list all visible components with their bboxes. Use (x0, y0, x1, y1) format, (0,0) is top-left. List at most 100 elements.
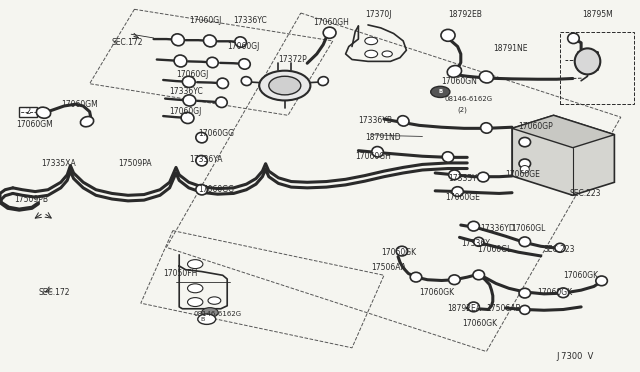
Ellipse shape (596, 276, 607, 286)
Ellipse shape (174, 55, 187, 67)
Ellipse shape (196, 155, 207, 166)
Ellipse shape (207, 57, 218, 68)
Text: 08146-6162G: 08146-6162G (194, 311, 242, 317)
Text: 17509PA: 17509PA (118, 159, 152, 168)
Text: 17060GM: 17060GM (61, 100, 97, 109)
Ellipse shape (196, 185, 207, 195)
Bar (560, 32, 634, 104)
Ellipse shape (217, 78, 228, 89)
Text: 08146-6162G: 08146-6162G (445, 96, 493, 102)
Circle shape (269, 76, 301, 95)
Text: 17060GJ: 17060GJ (176, 70, 209, 79)
Polygon shape (512, 115, 614, 148)
Text: 17050FH: 17050FH (163, 269, 198, 278)
Circle shape (365, 37, 378, 45)
Circle shape (259, 71, 310, 100)
Ellipse shape (239, 59, 250, 69)
Ellipse shape (441, 29, 455, 41)
Ellipse shape (216, 97, 227, 108)
Text: 17372P: 17372P (278, 55, 307, 64)
Ellipse shape (520, 305, 530, 314)
Ellipse shape (557, 288, 569, 298)
Ellipse shape (575, 48, 600, 74)
Ellipse shape (519, 159, 531, 168)
Ellipse shape (519, 237, 531, 247)
Circle shape (431, 86, 450, 97)
Text: 17060GE: 17060GE (506, 170, 540, 179)
Text: 17335XA: 17335XA (42, 159, 76, 168)
Text: 2: 2 (26, 108, 31, 116)
Ellipse shape (447, 65, 461, 77)
Text: 17506AA: 17506AA (371, 263, 406, 272)
Ellipse shape (481, 123, 492, 133)
Ellipse shape (172, 34, 184, 46)
Ellipse shape (241, 77, 252, 86)
Ellipse shape (36, 107, 51, 118)
Text: 17336YA: 17336YA (189, 155, 222, 164)
Text: 17060GJ: 17060GJ (189, 16, 221, 25)
Ellipse shape (520, 166, 529, 173)
Text: B: B (438, 89, 442, 94)
Ellipse shape (555, 243, 565, 252)
Text: SEC.223: SEC.223 (544, 245, 575, 254)
Text: 18795M: 18795M (582, 10, 613, 19)
Text: 17509PB: 17509PB (14, 195, 48, 203)
Ellipse shape (479, 71, 493, 83)
Text: SEC.223: SEC.223 (570, 189, 601, 198)
Text: 18791ND: 18791ND (365, 133, 401, 142)
Ellipse shape (196, 132, 207, 143)
Text: 17506AB: 17506AB (486, 304, 521, 313)
Text: 18792EB: 18792EB (448, 10, 482, 19)
Text: 17060GK: 17060GK (563, 271, 598, 280)
Ellipse shape (449, 170, 460, 180)
Text: 17060GG: 17060GG (198, 129, 234, 138)
Circle shape (202, 308, 218, 317)
Text: 17336YC: 17336YC (170, 87, 204, 96)
Polygon shape (512, 115, 614, 195)
Bar (19, 107, 37, 117)
Text: 17060GK: 17060GK (538, 288, 573, 296)
Text: 17060GG: 17060GG (198, 185, 234, 194)
Text: 17060GM: 17060GM (16, 120, 52, 129)
Text: 17336YB: 17336YB (358, 116, 392, 125)
Text: 17060GK: 17060GK (462, 319, 497, 328)
Text: 17060GL: 17060GL (511, 224, 545, 233)
Circle shape (208, 297, 221, 304)
Ellipse shape (568, 33, 579, 44)
Circle shape (188, 284, 203, 293)
Ellipse shape (477, 172, 489, 182)
Text: 17060GL: 17060GL (477, 245, 511, 254)
Circle shape (188, 260, 203, 269)
Ellipse shape (473, 270, 484, 280)
Text: 17335Y: 17335Y (448, 174, 477, 183)
Ellipse shape (235, 37, 246, 47)
Text: 17060GE: 17060GE (445, 193, 479, 202)
Ellipse shape (519, 288, 531, 298)
Circle shape (382, 51, 392, 57)
Text: 17336Y: 17336Y (461, 239, 490, 248)
Ellipse shape (442, 152, 454, 162)
Ellipse shape (323, 27, 336, 38)
Ellipse shape (181, 112, 194, 124)
Text: 17060GK: 17060GK (381, 248, 416, 257)
Text: SEC.172: SEC.172 (112, 38, 143, 47)
Circle shape (198, 314, 216, 324)
Ellipse shape (519, 138, 531, 147)
Text: 17060GJ: 17060GJ (227, 42, 260, 51)
Text: 18791NE: 18791NE (493, 44, 527, 53)
Text: 17060GK: 17060GK (419, 288, 454, 296)
Ellipse shape (81, 116, 93, 127)
Text: J 7300  V: J 7300 V (557, 352, 594, 361)
Ellipse shape (397, 116, 409, 126)
Circle shape (365, 50, 378, 58)
Text: 17336YC: 17336YC (234, 16, 268, 25)
Text: 17060GH: 17060GH (355, 152, 391, 161)
Ellipse shape (474, 237, 484, 246)
Text: (2): (2) (458, 106, 467, 113)
Ellipse shape (318, 77, 328, 86)
Ellipse shape (449, 275, 460, 285)
Ellipse shape (372, 147, 383, 157)
Ellipse shape (204, 35, 216, 47)
Text: 17370J: 17370J (365, 10, 391, 19)
Text: 17060GJ: 17060GJ (170, 107, 202, 116)
